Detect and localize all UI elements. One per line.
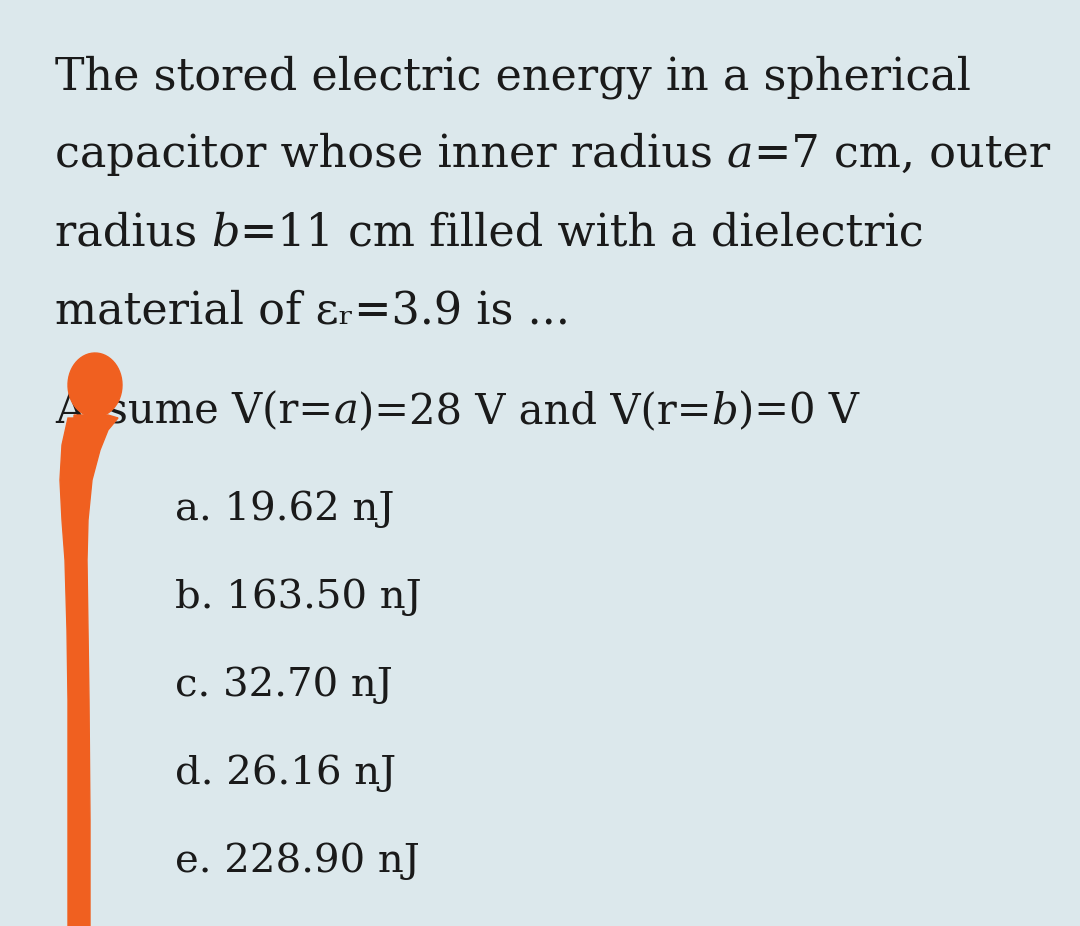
Text: a: a [727, 133, 754, 176]
Text: material of εᵣ=3.9 is ...: material of εᵣ=3.9 is ... [55, 289, 570, 332]
Text: c. 32.70 nJ: c. 32.70 nJ [175, 666, 393, 704]
Text: a: a [333, 390, 357, 432]
Text: Assume V(r=: Assume V(r= [55, 390, 333, 432]
Text: a. 19.62 nJ: a. 19.62 nJ [175, 490, 394, 528]
Text: d. 26.16 nJ: d. 26.16 nJ [175, 754, 396, 792]
Polygon shape [60, 418, 118, 926]
Text: =11 cm filled with a dielectric: =11 cm filled with a dielectric [240, 211, 923, 254]
Text: b. 163.50 nJ: b. 163.50 nJ [175, 578, 422, 616]
Text: capacitor whose inner radius: capacitor whose inner radius [55, 133, 727, 176]
Text: radius: radius [55, 211, 212, 254]
Text: e. 228.90 nJ: e. 228.90 nJ [175, 842, 420, 880]
Text: )=28 V and V(r=: )=28 V and V(r= [357, 390, 712, 432]
Text: b: b [712, 390, 738, 432]
Polygon shape [75, 415, 118, 418]
Text: )=0 V: )=0 V [738, 390, 859, 432]
Polygon shape [68, 353, 122, 417]
Text: The stored electric energy in a spherical: The stored electric energy in a spherica… [55, 55, 971, 99]
Text: =7 cm, outer: =7 cm, outer [754, 133, 1050, 176]
Text: b: b [212, 211, 240, 254]
